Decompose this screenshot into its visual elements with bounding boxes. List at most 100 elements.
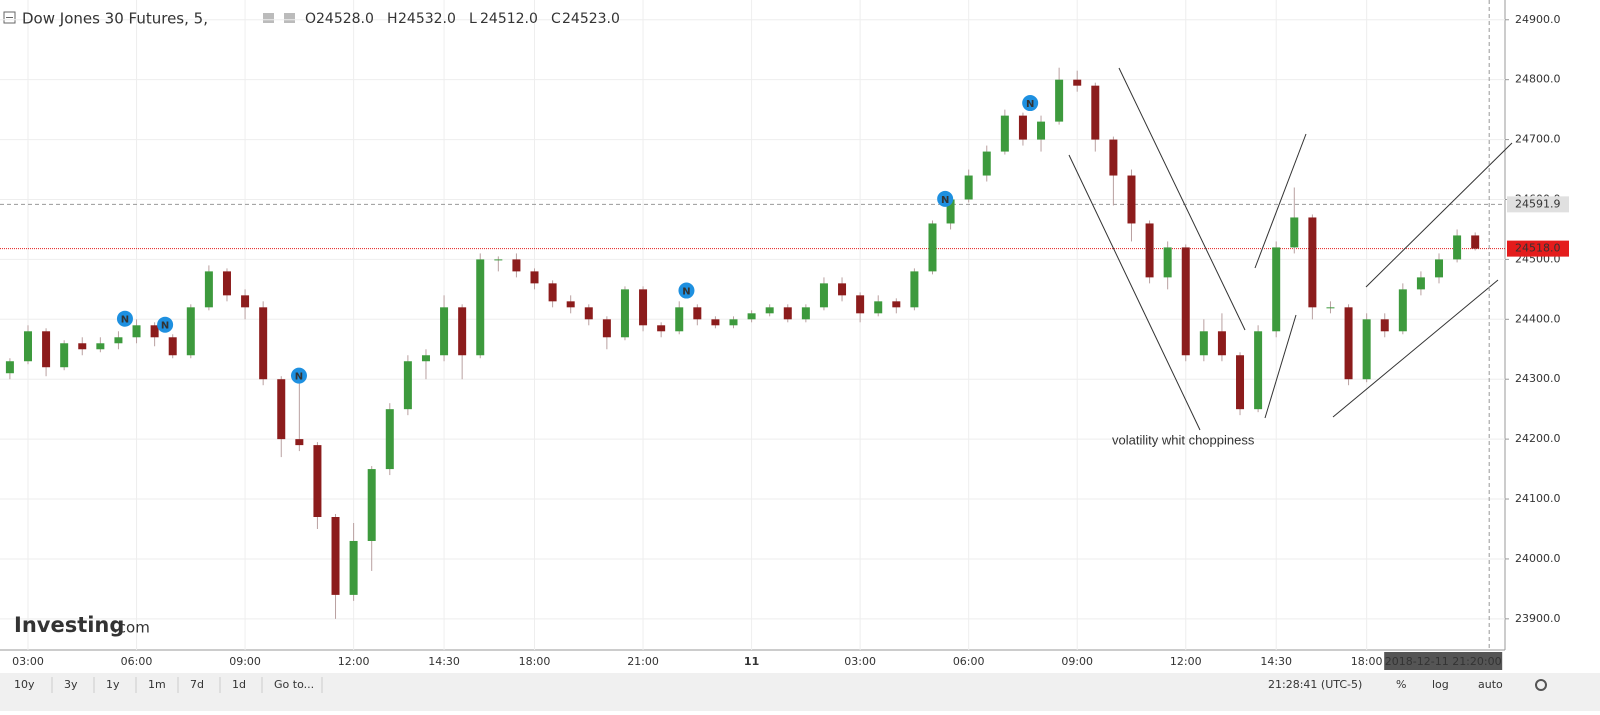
candle-body — [675, 307, 684, 332]
toolbar-bg — [0, 673, 1600, 711]
candle-body — [892, 301, 901, 308]
candle-body — [765, 307, 774, 314]
y-tick-label: 24200.0 — [1515, 432, 1561, 445]
crosshair-time-bg — [1384, 652, 1503, 670]
candle-body — [1073, 79, 1082, 86]
candle-body — [1380, 319, 1389, 332]
price-tag-label: 24591.9 — [1515, 197, 1561, 210]
y-tick-label: 24300.0 — [1515, 372, 1561, 385]
range-button[interactable]: 7d — [190, 678, 204, 691]
candle-body — [1272, 247, 1281, 332]
candle-body — [1109, 139, 1118, 176]
candle-body — [1471, 235, 1480, 249]
candle-body — [874, 301, 883, 314]
x-tick-label: 03:00 — [12, 655, 44, 668]
candle-body — [566, 301, 575, 308]
candle-body — [494, 259, 503, 261]
news-marker[interactable] — [937, 190, 954, 207]
x-tick-label: 12:00 — [1170, 655, 1202, 668]
settings-icon[interactable] — [284, 13, 295, 23]
price-tag — [1507, 196, 1569, 213]
ohlc-key: L — [469, 11, 477, 27]
x-tick-label: 14:30 — [1260, 655, 1292, 668]
crosshair-time: 2018-12-11 21:20:00 — [1385, 655, 1502, 668]
x-tick-label: 06:00 — [121, 655, 153, 668]
candle-body — [440, 307, 449, 356]
option-button[interactable]: % — [1396, 678, 1406, 691]
candle-body — [1145, 223, 1154, 278]
candle-body — [331, 517, 340, 595]
candle-body — [711, 319, 720, 326]
news-marker[interactable] — [157, 316, 174, 333]
candle-body — [5, 361, 14, 374]
candle-body — [620, 289, 629, 338]
news-marker-label: N — [941, 195, 949, 206]
x-tick-label: 09:00 — [1061, 655, 1093, 668]
brand-suffix: .com — [113, 619, 150, 637]
candle-body — [928, 223, 937, 272]
trend-line — [1068, 154, 1201, 431]
settings-gear[interactable] — [1535, 679, 1547, 691]
range-button[interactable]: 10y — [14, 678, 35, 691]
candle-body — [1163, 247, 1172, 278]
candle-body — [150, 325, 159, 338]
candle-body — [1236, 355, 1245, 410]
candle-body — [168, 337, 177, 356]
candle-body — [910, 271, 919, 308]
range-button[interactable]: 1y — [106, 678, 120, 691]
news-marker[interactable] — [678, 282, 695, 299]
news-marker[interactable] — [116, 310, 133, 327]
trend-line — [1332, 279, 1499, 418]
annotation: volatility whit choppiness — [1112, 432, 1255, 447]
price-tag-label: 24518.0 — [1515, 242, 1561, 255]
candle-body — [747, 313, 756, 320]
ohlc-key: H — [387, 11, 398, 27]
ohlc-value: 24523.0 — [562, 11, 620, 27]
candle-body — [114, 337, 123, 344]
x-tick-label: 09:00 — [229, 655, 261, 668]
candle-body — [856, 295, 865, 314]
x-tick-label: 14:30 — [428, 655, 460, 668]
ohlc-value: 24512.0 — [480, 11, 538, 27]
candle-body — [204, 271, 213, 308]
candle-body — [964, 175, 973, 200]
candle-body — [819, 283, 828, 308]
range-button[interactable]: 1m — [148, 678, 166, 691]
candle-body — [1055, 79, 1064, 122]
x-tick-label: 18:00 — [1351, 655, 1383, 668]
candle-body — [1326, 307, 1335, 309]
news-marker-label: N — [1026, 99, 1034, 110]
x-tick-label: 06:00 — [953, 655, 985, 668]
candle-body — [241, 295, 250, 308]
candle-body — [1000, 115, 1009, 152]
range-button[interactable]: Go to... — [274, 678, 314, 691]
candle-body — [349, 540, 358, 595]
candle-body — [259, 307, 268, 380]
option-button[interactable]: auto — [1478, 678, 1503, 691]
news-marker[interactable] — [290, 367, 307, 384]
y-tick-label: 24700.0 — [1515, 133, 1561, 146]
candle-body — [1091, 85, 1100, 140]
candle-body — [96, 343, 105, 350]
candle-body — [1217, 331, 1226, 356]
eye-icon[interactable] — [263, 13, 274, 23]
option-button[interactable]: log — [1432, 678, 1449, 691]
candle-body — [78, 343, 87, 350]
candle-body — [1290, 217, 1299, 248]
range-button[interactable]: 1d — [232, 678, 246, 691]
candle-body — [1037, 121, 1046, 140]
candle-body — [458, 307, 467, 356]
x-tick-label: 12:00 — [338, 655, 370, 668]
candle-body — [403, 361, 412, 410]
candle-body — [42, 331, 51, 368]
x-tick-label: 18:00 — [519, 655, 551, 668]
range-button[interactable]: 3y — [64, 678, 78, 691]
news-marker[interactable] — [1022, 95, 1039, 112]
candle-body — [801, 307, 810, 320]
trend-line — [1264, 314, 1297, 419]
candle-body — [729, 319, 738, 326]
candle-body — [693, 307, 702, 320]
candle-body — [584, 307, 593, 320]
collapse-icon[interactable] — [3, 11, 16, 24]
